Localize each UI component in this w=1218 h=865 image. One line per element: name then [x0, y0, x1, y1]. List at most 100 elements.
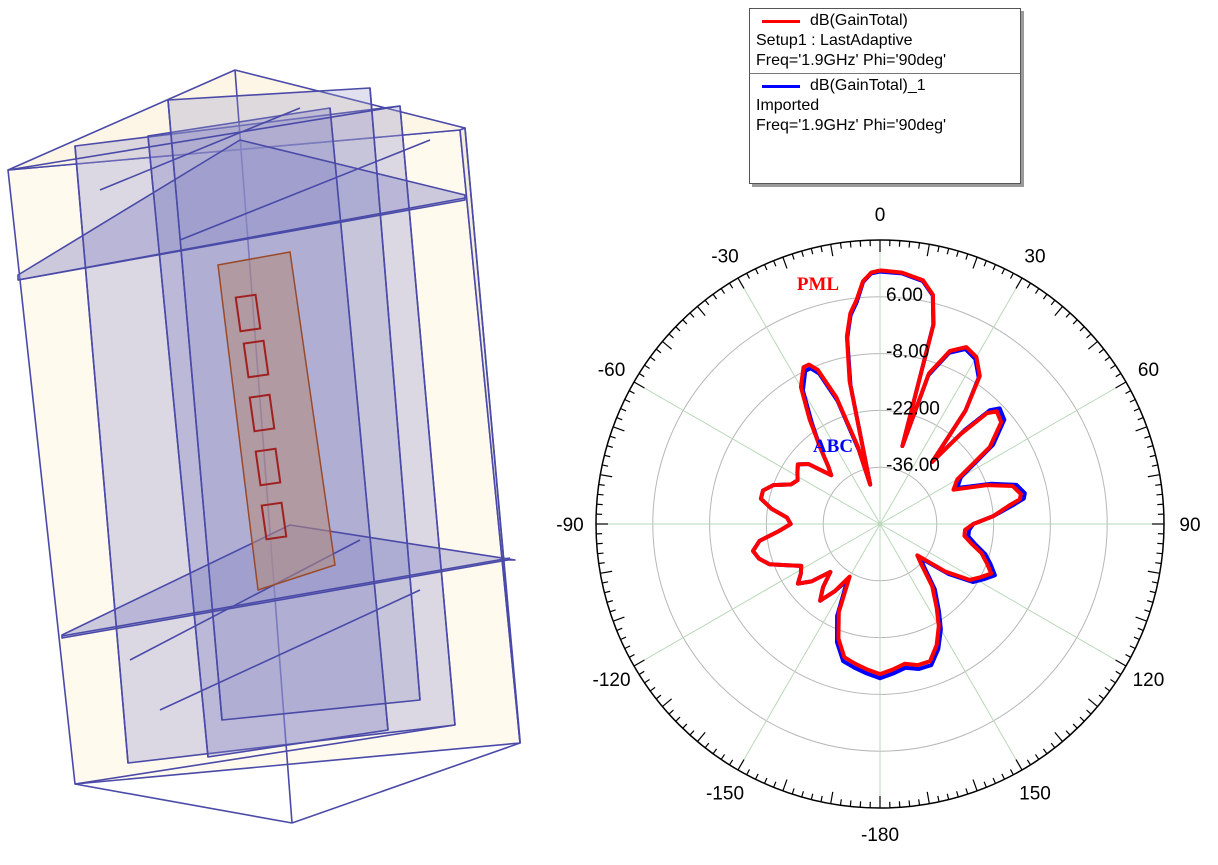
angle-tick-mark — [1115, 659, 1127, 667]
angle-tick-mark — [602, 464, 609, 467]
grid-spoke — [737, 277, 881, 525]
angle-tick-mark — [1050, 299, 1056, 306]
angle-tick-mark — [972, 256, 978, 269]
chart-labels: 0 30 60 90 120 150 -180 -150 -120 -90 -60 -30 6.00 -8… — [556, 205, 1200, 846]
radial-label: 6.00 — [886, 285, 923, 306]
angle-tick-mark — [682, 723, 688, 729]
angle-tick-mark — [662, 340, 673, 350]
angle-tick-mark — [965, 253, 969, 260]
angle-tick-mark — [604, 590, 611, 594]
angle-tick-mark — [849, 241, 852, 248]
antenna-substrate — [217, 251, 336, 591]
angle-tick-mark — [1151, 581, 1158, 584]
angle-tick-mark — [668, 709, 674, 715]
angle-tick-mark — [926, 244, 930, 257]
angle-tick-mark — [644, 678, 650, 684]
angle-tick-mark — [612, 426, 625, 432]
angle-tick-mark — [1155, 483, 1162, 486]
angle-tick-mark — [1001, 773, 1006, 780]
legend-swatch-blue — [762, 84, 800, 88]
grid-spoke — [879, 381, 1127, 525]
angle-tick-mark — [1155, 562, 1162, 565]
angle-tick-mark — [908, 241, 911, 248]
angle-tick-mark — [675, 716, 681, 722]
angle-tick-mark — [655, 694, 662, 700]
angle-tick-mark — [1156, 552, 1163, 555]
angle-tick-mark — [1079, 716, 1085, 722]
angle-tick-mark — [918, 242, 921, 249]
angle-tick-mark — [604, 454, 611, 458]
angle-label: -180 — [861, 825, 899, 846]
angle-tick-mark — [620, 407, 627, 412]
angle-tick-mark — [782, 779, 788, 792]
angle-tick-mark — [763, 777, 768, 784]
annotation-abc: ABC — [813, 436, 853, 457]
legend-freq-line: Freq='1.9GHz' Phi='90deg' — [756, 52, 947, 69]
angle-tick-mark — [1065, 730, 1071, 736]
angle-tick-mark — [1034, 754, 1040, 760]
angle-tick-mark — [754, 268, 759, 275]
angle-tick-mark — [675, 326, 681, 332]
angle-tick-mark — [696, 306, 706, 317]
annotation-pml: PML — [797, 274, 839, 295]
antenna-patches — [234, 293, 288, 541]
angle-tick-mark — [597, 493, 604, 496]
angle-tick-mark — [1050, 742, 1056, 749]
angle-tick-mark — [704, 742, 710, 749]
angle-tick-mark — [1129, 398, 1136, 403]
angle-tick-mark — [983, 781, 987, 788]
angle-tick-mark — [946, 248, 950, 255]
angle-tick-mark — [704, 299, 710, 306]
angle-tick-mark — [616, 627, 623, 631]
angle-tick-mark — [908, 800, 911, 807]
angle-tick-mark — [620, 636, 627, 641]
angle-tick-mark — [1137, 417, 1144, 421]
angle-tick-mark — [1135, 426, 1148, 432]
angle-tick-mark — [1104, 356, 1111, 362]
radial-label: -8.00 — [886, 342, 929, 363]
angle-tick-mark — [1129, 645, 1136, 650]
angle-tick-mark — [689, 312, 695, 318]
angle-tick-mark — [628, 653, 635, 658]
angle-tick-mark — [965, 788, 969, 795]
angle-tick-mark — [773, 260, 777, 267]
angle-tick-mark — [810, 793, 814, 800]
angle-tick-mark — [839, 799, 842, 806]
series-trace-red — [751, 268, 1023, 677]
angle-tick-mark — [689, 730, 695, 736]
angle-tick-mark — [628, 390, 635, 395]
angle-tick-mark — [1086, 709, 1092, 715]
grid-spoke — [633, 523, 881, 667]
angle-tick-mark — [1110, 678, 1116, 684]
angle-tick-mark — [1133, 407, 1140, 412]
grid-spoke — [633, 381, 881, 525]
legend-setup-line: Setup1 : LastAdaptive — [756, 32, 913, 49]
radial-label: -22.00 — [886, 398, 940, 419]
angle-tick-mark — [737, 277, 745, 289]
angle-tick-mark — [696, 731, 706, 742]
angle-tick-mark — [1034, 288, 1040, 294]
angle-tick-mark — [791, 788, 795, 795]
angle-tick-mark — [655, 348, 662, 354]
angle-tick-mark — [992, 264, 997, 271]
grid-spoke — [737, 523, 881, 771]
angle-tick-mark — [1079, 326, 1085, 332]
angle-tick-mark — [1115, 372, 1122, 378]
angle-tick-mark — [782, 256, 788, 269]
angle-tick-mark — [956, 791, 959, 798]
angle-tick-mark — [624, 645, 631, 650]
angle-label: 60 — [1138, 360, 1159, 381]
angle-tick-mark — [1054, 306, 1064, 317]
grid-spoke — [879, 523, 1127, 667]
angle-tick-mark — [1026, 759, 1032, 766]
angle-tick-mark — [1149, 454, 1156, 458]
angle-tick-mark — [1147, 570, 1160, 574]
angle-tick-mark — [1151, 464, 1158, 467]
legend-series-name: dB(GainTotal)_1 — [810, 77, 926, 94]
angle-tick-mark — [1015, 759, 1023, 771]
grid-spoke — [879, 523, 1023, 771]
angle-tick-mark — [983, 260, 987, 267]
angle-tick-mark — [956, 250, 959, 257]
angle-tick-mark — [682, 319, 688, 325]
